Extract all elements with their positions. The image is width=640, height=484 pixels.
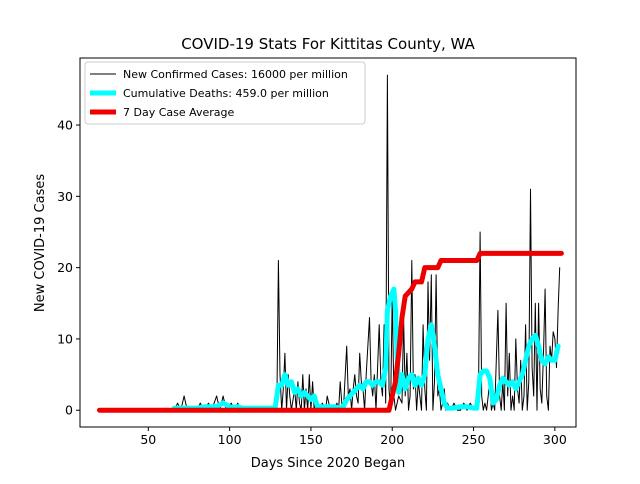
y-tick-label: 30: [57, 189, 73, 204]
x-tick-label: 200: [380, 432, 404, 447]
legend-label-2: Cumulative Deaths: 459.0 per million: [123, 87, 329, 100]
series-line-3: [97, 250, 564, 413]
x-tick-label: 100: [218, 432, 242, 447]
x-tick-label: 50: [140, 432, 156, 447]
x-axis: 50 100 150 200 250 300: [140, 427, 567, 447]
legend: New Confirmed Cases: 16000 per million Cu…: [84, 61, 366, 125]
series-layer: [97, 74, 564, 413]
series-line-2: [171, 286, 561, 411]
plot-frame: [79, 57, 577, 428]
legend-label-3: 7 Day Case Average: [123, 106, 235, 119]
y-tick-label: 40: [57, 118, 73, 133]
x-tick-label: 300: [543, 432, 567, 447]
y-tick-label: 20: [57, 260, 73, 275]
legend-label-1: New Confirmed Cases: 16000 per million: [123, 68, 348, 81]
y-tick-label: 10: [57, 331, 73, 346]
legend-box: [84, 61, 366, 125]
x-tick-label: 250: [462, 432, 486, 447]
y-tick-label: 0: [65, 403, 73, 418]
y-axis: 0 10 20 30 40: [57, 118, 80, 418]
x-axis-label: Days Since 2020 Began: [251, 456, 406, 471]
chart-title: COVID-19 Stats For Kittitas County, WA: [181, 35, 475, 53]
x-tick-label: 150: [299, 432, 323, 447]
y-axis-label: New COVID-19 Cases: [33, 174, 48, 312]
